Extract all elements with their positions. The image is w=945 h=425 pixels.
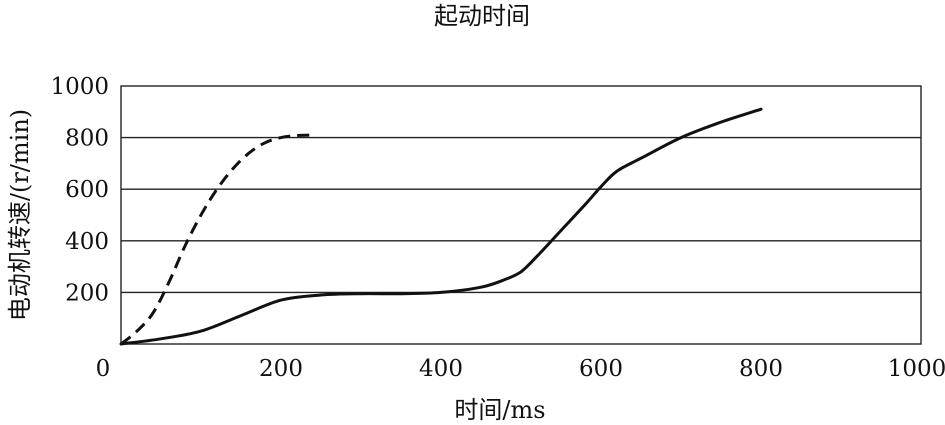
y-tick-labels: 200 400 600 800 1000	[50, 74, 109, 306]
x-tick-label: 0	[96, 356, 111, 382]
grid-lines	[121, 136, 921, 294]
plot-frame	[120, 85, 922, 345]
chart-title: 起动时间	[434, 2, 530, 30]
x-tick-label: 800	[739, 356, 783, 382]
x-tick-label: 200	[259, 356, 303, 382]
series-lines	[119, 107, 763, 346]
y-tick-label: 200	[65, 280, 109, 306]
x-tick-label: 600	[579, 356, 623, 382]
y-tick-label: 800	[65, 126, 109, 152]
x-tick-label: 1000	[888, 356, 945, 382]
series-line-dashed	[120, 133, 314, 346]
y-tick-label: 600	[65, 177, 109, 203]
y-tick-label: 1000	[50, 74, 109, 100]
y-tick-label: 400	[65, 229, 109, 255]
y-axis-title: 电动机转速/(r/min)	[6, 109, 34, 321]
x-tick-label: 400	[419, 356, 463, 382]
x-axis-title: 时间/ms	[454, 396, 545, 424]
series-line-solid	[119, 107, 763, 346]
x-tick-labels: 0 200 400 600 800 1000	[96, 356, 945, 382]
